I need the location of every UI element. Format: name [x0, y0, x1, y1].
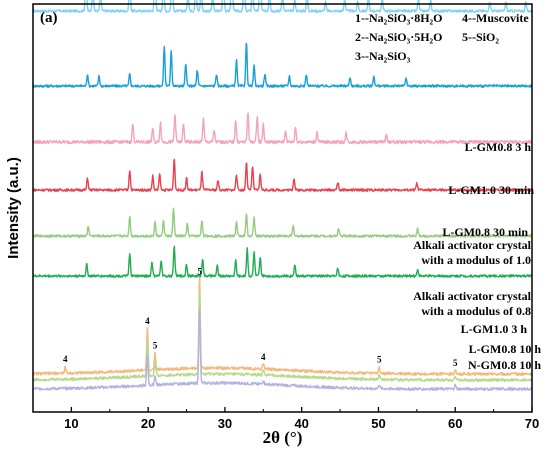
series-label-7: L-GM1.0 3 h: [461, 322, 528, 336]
series-label-2-line-1: Alkali activator crystal: [413, 289, 531, 303]
series-label-9: N-GM0.8 10 h: [468, 358, 541, 372]
series-line-2: [32, 42, 533, 88]
plot-frame: [32, 3, 533, 413]
x-tick-label-50: 50: [371, 416, 385, 431]
x-tick-label-20: 20: [141, 416, 155, 431]
series-line-5: [32, 207, 533, 238]
peak-marker-31: 5: [153, 340, 158, 350]
series-line-9: [32, 309, 533, 392]
x-tick-label-30: 30: [218, 416, 232, 431]
peak-marker-29: 4: [63, 354, 68, 364]
legend-entry-5: 5--SiO₂: [462, 30, 499, 44]
series-line-6: [32, 245, 533, 278]
legend-entry-1: 1--Na₂SiO₃·8H₂O: [355, 11, 442, 25]
x-tick-label-10: 10: [64, 416, 78, 431]
x-tick-label-70: 70: [525, 416, 539, 431]
x-tick-label-60: 60: [448, 416, 462, 431]
series-label-2-line-2: with a modulus of 0.8: [421, 304, 531, 318]
series-label-3-line-1: Alkali activator crystal: [413, 238, 531, 252]
series-line-7: [32, 277, 533, 377]
series-line-4: [32, 158, 533, 192]
peak-marker-35: 5: [453, 358, 458, 368]
legend-entry-2: 2--Na₂SiO₃·5H₂O: [355, 30, 442, 44]
peak-marker-34: 5: [377, 354, 382, 364]
panel-label: (a): [40, 10, 58, 26]
peak-marker-33: 4: [261, 352, 266, 362]
x-tick-label-40: 40: [294, 416, 308, 431]
series-label-4: L-GM0.8 30 min: [442, 225, 528, 239]
series-label-8: L-GM0.8 10 h: [469, 342, 542, 356]
axis-layer: 10 20 30 40 50 60 70 2θ (°) Intensity (a.u.): [5, 3, 539, 447]
series-line-8: [32, 290, 533, 383]
x-axis-title: 2θ (°): [263, 428, 303, 447]
series-line-3: [32, 112, 533, 145]
plot-area: [32, 0, 533, 392]
peak-marker-30: 4: [145, 316, 150, 326]
series-label-5: L-GM1.0 30 min: [448, 183, 534, 197]
legend-entry-3: 3--Na₂SiO₃: [355, 49, 411, 63]
series-line-1: [32, 0, 533, 13]
series-label-3-line-2: with a modulus of 1.0: [421, 253, 531, 267]
legend-entry-4: 4--Muscovite: [462, 11, 529, 25]
y-axis-title: Intensity (a.u.): [5, 157, 22, 259]
label-layer: 11111211112311313311111111334455455Alkal…: [40, 0, 541, 372]
series-label-6: L-GM0.8 3 h: [465, 140, 532, 154]
peak-marker-32: 5: [197, 266, 202, 276]
